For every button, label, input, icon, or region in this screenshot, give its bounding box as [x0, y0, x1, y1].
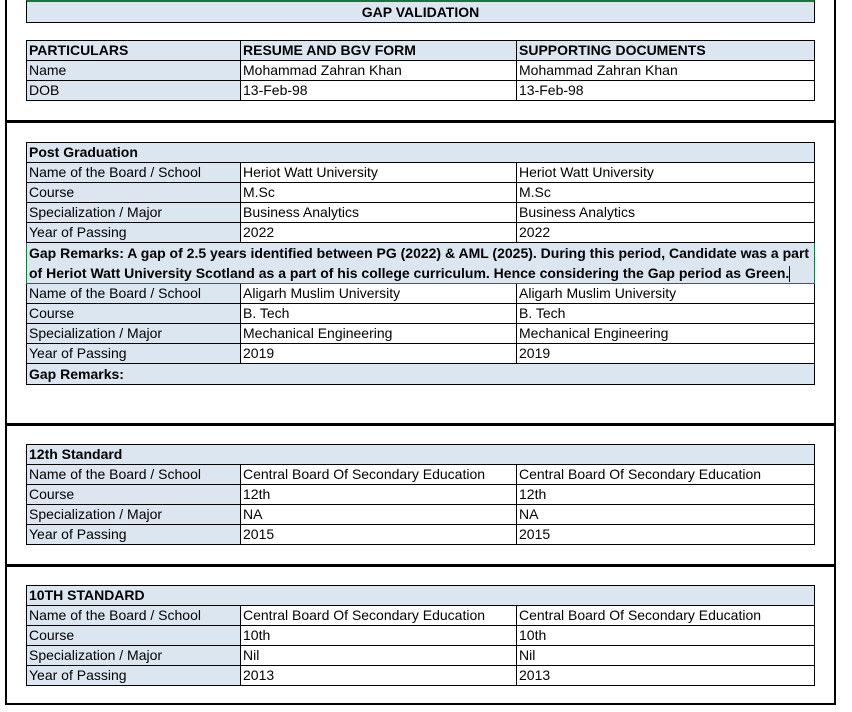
section-divider [5, 564, 836, 567]
cell-label[interactable]: Course [26, 625, 241, 646]
cell-supporting[interactable]: 13-Feb-98 [516, 80, 815, 101]
cell-resume[interactable]: Aligarh Muslim University [240, 283, 517, 304]
table-row: Name of the Board / School Central Board … [26, 464, 816, 485]
table-row: Year of Passing 2019 2019 [26, 343, 815, 364]
cell-label[interactable]: Year of Passing [26, 222, 241, 243]
cell-resume[interactable]: 13-Feb-98 [240, 80, 517, 101]
text-cursor [789, 266, 791, 283]
cell-resume[interactable]: 2015 [240, 524, 517, 545]
cell-supporting[interactable]: M.Sc [516, 182, 815, 203]
post-graduation-table: Post Graduation Name of the Board / Scho… [26, 142, 815, 385]
cell-label[interactable]: Name of the Board / School [26, 464, 241, 485]
table-row: DOB 13-Feb-98 13-Feb-98 [26, 80, 815, 101]
table-row: Course 10th 10th [26, 625, 816, 646]
cell-supporting[interactable]: 2015 [515, 524, 816, 545]
gap-remarks-row: Gap Remarks: [26, 363, 815, 385]
cell-supporting[interactable]: 2013 [515, 665, 816, 686]
cell-supporting[interactable]: Aligarh Muslim University [516, 283, 815, 304]
gap-remarks-text: Gap Remarks: A gap of 2.5 years identifi… [29, 245, 810, 281]
cell-supporting[interactable]: Central Board Of Secondary Education [515, 605, 816, 626]
cell-supporting[interactable]: 2019 [516, 343, 815, 364]
table-row: Specialization / Major Mechanical Enginee… [26, 323, 815, 344]
section-divider [5, 120, 836, 123]
header-resume[interactable]: RESUME AND BGV FORM [240, 40, 517, 61]
cell-resume[interactable]: Mohammad Zahran Khan [240, 60, 517, 81]
outer-border [5, 0, 836, 705]
gap-remarks-cell[interactable]: Gap Remarks: A gap of 2.5 years identifi… [26, 242, 815, 284]
table-row: Name Mohammad Zahran Khan Mohammad Zahra… [26, 60, 815, 81]
cell-label[interactable]: Specialization / Major [26, 504, 241, 525]
cell-label[interactable]: Name of the Board / School [26, 283, 241, 304]
section-heading[interactable]: 10TH STANDARD [25, 585, 816, 606]
gap-remarks-cell[interactable]: Gap Remarks: [26, 363, 815, 385]
personal-table: PARTICULARS RESUME AND BGV FORM SUPPORTI… [26, 40, 815, 101]
cell-label[interactable]: Specialization / Major [26, 645, 241, 666]
table-row: Course M.Sc M.Sc [26, 182, 815, 203]
table-row: Specialization / Major Nil Nil [26, 645, 816, 666]
cell-resume[interactable]: NA [240, 504, 517, 525]
table-row: Name of the Board / School Heriot Watt Un… [26, 162, 815, 183]
cell-supporting[interactable]: 10th [515, 625, 816, 646]
cell-resume[interactable]: Mechanical Engineering [240, 323, 517, 344]
cell-supporting[interactable]: NA [515, 504, 816, 525]
cell-supporting[interactable]: 2022 [516, 222, 815, 243]
table-row: Year of Passing 2022 2022 [26, 222, 815, 243]
cell-label[interactable]: Specialization / Major [26, 323, 241, 344]
cell-label[interactable]: Year of Passing [26, 524, 241, 545]
table-row: Year of Passing 2013 2013 [26, 665, 816, 686]
section-divider [5, 423, 836, 426]
cell-supporting[interactable]: Central Board Of Secondary Education [515, 464, 816, 485]
cell-resume[interactable]: M.Sc [240, 182, 517, 203]
cell-resume[interactable]: 2022 [240, 222, 517, 243]
header-supporting[interactable]: SUPPORTING DOCUMENTS [516, 40, 815, 61]
table-row: Specialization / Major NA NA [26, 504, 816, 525]
tenth-table: 10TH STANDARD Name of the Board / School… [25, 585, 816, 686]
cell-label[interactable]: Course [26, 484, 241, 505]
cell-supporting[interactable]: B. Tech [516, 303, 815, 324]
cell-label[interactable]: Name of the Board / School [26, 605, 241, 626]
cell-resume[interactable]: 10th [240, 625, 517, 646]
page-title[interactable]: GAP VALIDATION [26, 0, 815, 23]
gap-remarks-row: Gap Remarks: A gap of 2.5 years identifi… [26, 242, 815, 284]
section-heading[interactable]: Post Graduation [26, 142, 815, 163]
cell-label[interactable]: Name [26, 60, 241, 81]
cell-resume[interactable]: Central Board Of Secondary Education [240, 605, 517, 626]
cell-resume[interactable]: 2019 [240, 343, 517, 364]
section-heading[interactable]: 12th Standard [25, 444, 816, 465]
cell-resume[interactable]: Central Board Of Secondary Education [240, 464, 517, 485]
cell-resume[interactable]: 12th [240, 484, 517, 505]
cell-resume[interactable]: Nil [240, 645, 517, 666]
cell-resume[interactable]: Business Analytics [240, 202, 517, 223]
twelfth-table: 12th Standard Name of the Board / School… [25, 444, 816, 545]
cell-supporting[interactable]: Mohammad Zahran Khan [516, 60, 815, 81]
cell-supporting[interactable]: Nil [515, 645, 816, 666]
cell-label[interactable]: Year of Passing [26, 665, 241, 686]
cell-supporting[interactable]: Business Analytics [516, 202, 815, 223]
table-row: Course 12th 12th [26, 484, 816, 505]
cell-supporting[interactable]: Mechanical Engineering [516, 323, 815, 344]
cell-label[interactable]: Course [26, 182, 241, 203]
table-row: Specialization / Major Business Analytics… [26, 202, 815, 223]
cell-supporting[interactable]: Heriot Watt University [516, 162, 815, 183]
cell-resume[interactable]: B. Tech [240, 303, 517, 324]
table-row: Year of Passing 2015 2015 [26, 524, 816, 545]
cell-resume[interactable]: Heriot Watt University [240, 162, 517, 183]
cell-label[interactable]: DOB [26, 80, 241, 101]
cell-label[interactable]: Course [26, 303, 241, 324]
cell-supporting[interactable]: 12th [515, 484, 816, 505]
table-row: Name of the Board / School Central Board … [26, 605, 816, 626]
header-particulars[interactable]: PARTICULARS [26, 40, 241, 61]
cell-resume[interactable]: 2013 [240, 665, 517, 686]
table-row: Name of the Board / School Aligarh Muslim… [26, 283, 815, 304]
cell-label[interactable]: Year of Passing [26, 343, 241, 364]
table-row: Course B. Tech B. Tech [26, 303, 815, 324]
header-row: PARTICULARS RESUME AND BGV FORM SUPPORTI… [26, 40, 815, 61]
cell-label[interactable]: Name of the Board / School [26, 162, 241, 183]
cell-label[interactable]: Specialization / Major [26, 202, 241, 223]
